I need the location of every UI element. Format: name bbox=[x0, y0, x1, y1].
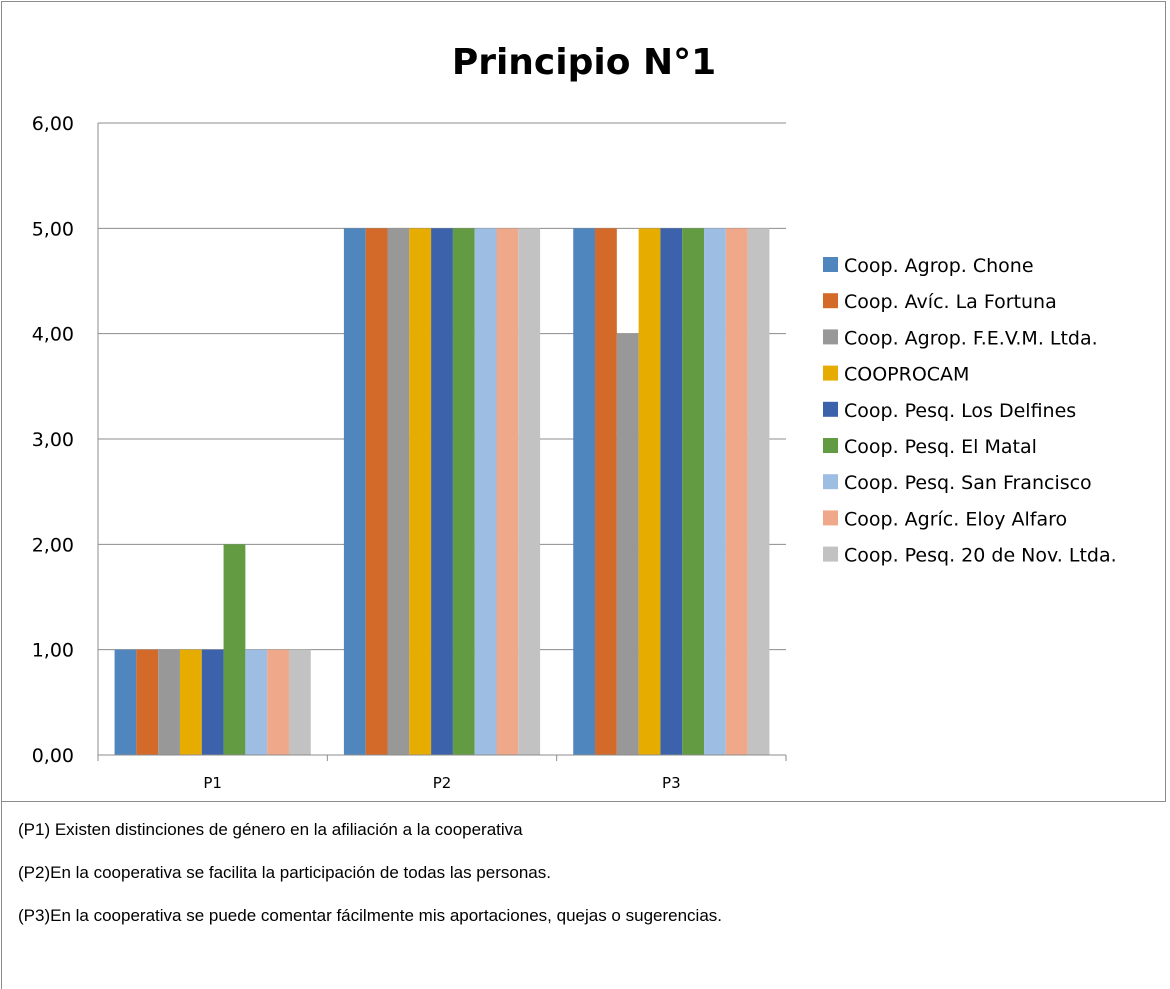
y-tick-label: 0,00 bbox=[32, 745, 74, 767]
bar bbox=[616, 333, 639, 755]
bar bbox=[136, 649, 159, 755]
bar bbox=[201, 649, 224, 755]
y-tick-label: 5,00 bbox=[32, 218, 74, 240]
legend-label: Coop. Agrop. Chone bbox=[844, 255, 1034, 277]
legend-swatch bbox=[823, 329, 838, 345]
bar bbox=[638, 228, 661, 756]
legend-label: Coop. Pesq. San Francisco bbox=[844, 472, 1092, 494]
legend-swatch bbox=[823, 474, 838, 490]
notes-panel: (P1) Existen distinciones de género en l… bbox=[1, 802, 1166, 989]
bar bbox=[747, 228, 770, 756]
y-tick-label: 6,00 bbox=[32, 113, 74, 135]
bar bbox=[660, 228, 683, 756]
legend-label: Coop. Pesq. El Matal bbox=[844, 436, 1037, 458]
legend-swatch bbox=[823, 401, 838, 417]
bar bbox=[365, 228, 388, 756]
x-tick-label: P1 bbox=[203, 774, 222, 792]
legend-label: Coop. Pesq. 20 de Nov. Ltda. bbox=[844, 545, 1117, 567]
note-p1: (P1) Existen distinciones de género en l… bbox=[18, 820, 523, 839]
bar-chart: Principio N°1 0,00 1,00 2,00 3,00 4,00 5,00 6,… bbox=[32, 42, 1117, 792]
y-tick-label: 2,00 bbox=[32, 534, 74, 556]
bar bbox=[158, 649, 180, 755]
bar bbox=[704, 228, 726, 756]
bar bbox=[431, 228, 453, 756]
bar bbox=[682, 228, 705, 756]
legend-swatch bbox=[823, 438, 838, 453]
bar bbox=[452, 228, 475, 756]
axes: 0,00 1,00 2,00 3,00 4,00 5,00 6,00 P1 P2 P3 bbox=[32, 113, 787, 792]
legend-label: COOPROCAM bbox=[844, 364, 969, 386]
bar bbox=[725, 228, 748, 756]
y-tick-label: 4,00 bbox=[32, 324, 74, 346]
bar bbox=[496, 228, 519, 756]
note-p2: (P2)En la cooperativa se facilita la par… bbox=[18, 863, 551, 882]
bar bbox=[114, 649, 137, 755]
legend-swatch bbox=[823, 510, 838, 526]
legend: Coop. Agrop. Chone Coop. Avíc. La Fortuna… bbox=[823, 255, 1117, 567]
legend-label: Coop. Avíc. La Fortuna bbox=[844, 291, 1057, 313]
bar bbox=[409, 228, 432, 756]
chart-title: Principio N°1 bbox=[452, 42, 716, 83]
legend-swatch bbox=[823, 293, 838, 309]
bar bbox=[518, 228, 541, 756]
y-tick-label: 1,00 bbox=[32, 640, 74, 662]
chart-panel: Principio N°1 0,00 1,00 2,00 3,00 4,00 5,00 6,… bbox=[1, 1, 1166, 802]
bar bbox=[573, 228, 596, 756]
bar bbox=[387, 228, 410, 756]
legend-swatch bbox=[823, 257, 838, 272]
note-p3: (P3)En la cooperativa se puede comentar … bbox=[18, 906, 722, 925]
bars bbox=[114, 228, 770, 756]
bar bbox=[595, 228, 617, 756]
bar bbox=[245, 649, 268, 755]
bar bbox=[179, 649, 202, 755]
y-tick-label: 3,00 bbox=[32, 429, 74, 451]
legend-label: Coop. Agrop. F.E.V.M. Ltda. bbox=[844, 327, 1098, 349]
legend-swatch bbox=[823, 365, 838, 381]
bar bbox=[474, 228, 497, 756]
bar bbox=[267, 649, 289, 755]
x-tick-label: P3 bbox=[662, 774, 681, 792]
legend-label: Coop. Pesq. Los Delfines bbox=[844, 400, 1076, 422]
bar bbox=[343, 228, 366, 756]
legend-swatch bbox=[823, 546, 838, 562]
bar bbox=[288, 649, 311, 755]
legend-label: Coop. Agríc. Eloy Alfaro bbox=[844, 508, 1067, 530]
bar bbox=[223, 544, 246, 755]
x-tick-label: P2 bbox=[433, 774, 452, 792]
